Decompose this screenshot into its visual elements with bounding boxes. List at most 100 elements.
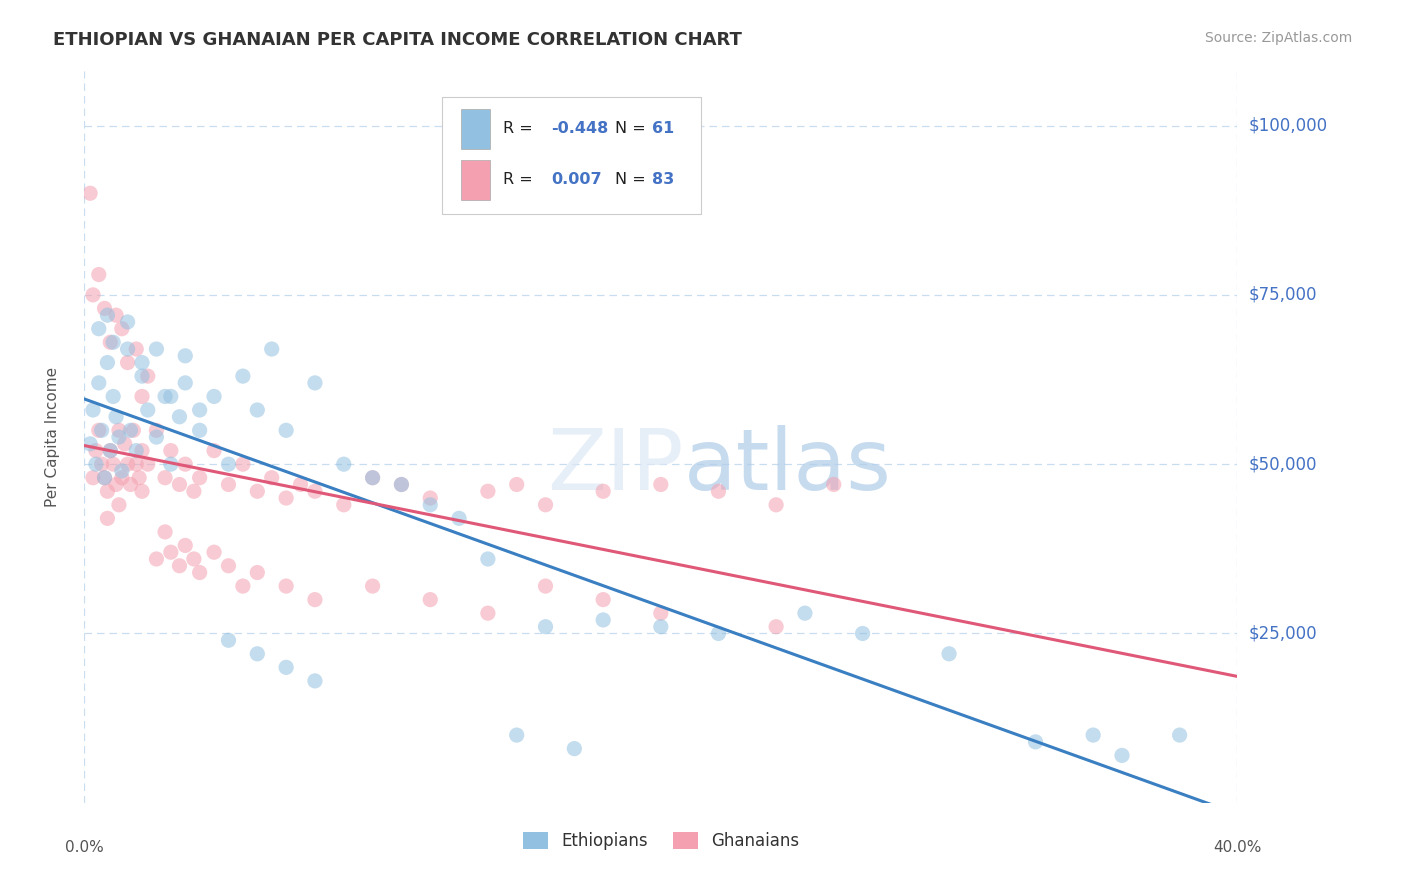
- Point: [174, 376, 197, 390]
- Point: [592, 484, 614, 499]
- Point: [79, 437, 101, 451]
- Point: [160, 545, 183, 559]
- Point: [87, 268, 110, 282]
- Point: [125, 443, 148, 458]
- Point: [188, 423, 211, 437]
- Point: [125, 342, 148, 356]
- Point: [114, 437, 136, 451]
- Point: [169, 558, 191, 573]
- Point: [160, 443, 183, 458]
- Point: [534, 620, 557, 634]
- Point: [477, 606, 499, 620]
- Point: [246, 403, 269, 417]
- Text: N =: N =: [614, 172, 651, 187]
- Point: [260, 471, 283, 485]
- Point: [218, 477, 240, 491]
- Point: [304, 376, 326, 390]
- Point: [98, 443, 121, 458]
- Text: Per Capita Income: Per Capita Income: [45, 367, 59, 508]
- Point: [145, 552, 167, 566]
- Point: [136, 403, 159, 417]
- Point: [419, 491, 441, 505]
- Point: [105, 477, 128, 491]
- Point: [122, 423, 145, 437]
- Point: [93, 471, 115, 485]
- Point: [82, 403, 104, 417]
- Point: [650, 606, 672, 620]
- FancyBboxPatch shape: [441, 97, 702, 214]
- Point: [145, 423, 167, 437]
- Point: [852, 626, 875, 640]
- Point: [477, 552, 499, 566]
- Bar: [461, 109, 491, 149]
- Point: [707, 484, 730, 499]
- Point: [823, 477, 845, 491]
- Point: [218, 558, 240, 573]
- Point: [1168, 728, 1191, 742]
- Point: [108, 498, 131, 512]
- Point: [120, 423, 142, 437]
- Point: [333, 498, 356, 512]
- Text: $50,000: $50,000: [1249, 455, 1317, 473]
- Point: [506, 728, 529, 742]
- Point: [145, 430, 167, 444]
- Point: [103, 335, 124, 350]
- Point: [506, 477, 529, 491]
- Point: [1111, 748, 1133, 763]
- Text: R =: R =: [503, 172, 537, 187]
- Point: [202, 545, 225, 559]
- Point: [96, 355, 118, 369]
- Text: N =: N =: [614, 121, 651, 136]
- Point: [592, 613, 614, 627]
- Text: -0.448: -0.448: [551, 121, 609, 136]
- Point: [938, 647, 960, 661]
- Point: [153, 471, 176, 485]
- Point: [84, 443, 107, 458]
- Point: [707, 626, 730, 640]
- Point: [174, 349, 197, 363]
- Point: [477, 484, 499, 499]
- Point: [765, 620, 787, 634]
- Point: [98, 443, 121, 458]
- Point: [96, 511, 118, 525]
- Text: $75,000: $75,000: [1249, 285, 1317, 304]
- Text: 83: 83: [651, 172, 673, 187]
- Point: [183, 552, 205, 566]
- Text: ETHIOPIAN VS GHANAIAN PER CAPITA INCOME CORRELATION CHART: ETHIOPIAN VS GHANAIAN PER CAPITA INCOME …: [53, 31, 742, 49]
- Point: [246, 647, 269, 661]
- Point: [87, 376, 110, 390]
- Point: [111, 471, 134, 485]
- Point: [232, 457, 254, 471]
- Point: [361, 471, 384, 485]
- Text: $25,000: $25,000: [1249, 624, 1317, 642]
- Text: R =: R =: [503, 121, 537, 136]
- Point: [169, 477, 191, 491]
- Point: [174, 538, 197, 552]
- Point: [136, 369, 159, 384]
- Point: [419, 592, 441, 607]
- Point: [534, 579, 557, 593]
- Point: [1083, 728, 1105, 742]
- Point: [169, 409, 191, 424]
- Point: [82, 288, 104, 302]
- Point: [90, 457, 112, 471]
- Point: [1025, 735, 1047, 749]
- Point: [260, 342, 283, 356]
- Point: [765, 498, 787, 512]
- Point: [131, 484, 153, 499]
- Point: [136, 457, 159, 471]
- Point: [117, 355, 139, 369]
- Point: [87, 423, 110, 437]
- Point: [160, 389, 183, 403]
- Point: [131, 443, 153, 458]
- Point: [103, 457, 124, 471]
- Text: 40.0%: 40.0%: [1213, 840, 1261, 855]
- Point: [90, 423, 112, 437]
- Point: [174, 457, 197, 471]
- Point: [98, 335, 121, 350]
- Point: [188, 471, 211, 485]
- Point: [87, 322, 110, 336]
- Point: [117, 342, 139, 356]
- Point: [96, 484, 118, 499]
- Point: [218, 457, 240, 471]
